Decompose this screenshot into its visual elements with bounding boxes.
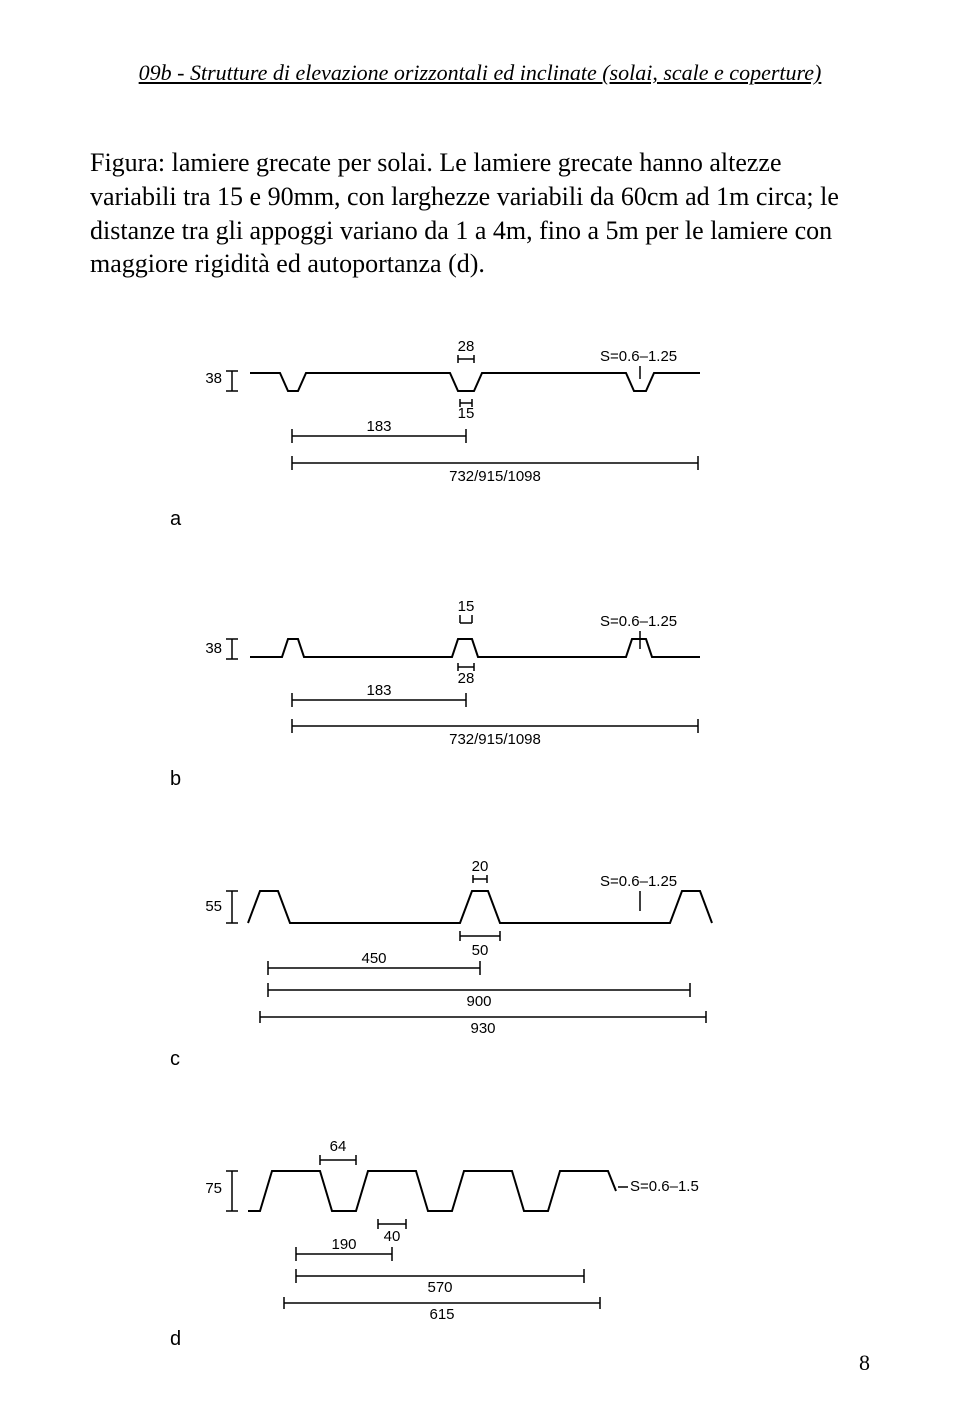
page-number: 8 [859, 1350, 870, 1376]
svg-text:64: 64 [330, 1141, 347, 1155]
profile-a-svg: 28 S=0.6–1.25 38 15 183 [160, 341, 800, 506]
body-paragraph: Figura: lamiere grecate per solai. Le la… [90, 146, 870, 281]
page-header: 09b - Strutture di elevazione orizzontal… [90, 60, 870, 86]
svg-text:55: 55 [205, 898, 222, 915]
svg-text:15: 15 [458, 601, 475, 615]
profile-a: 28 S=0.6–1.25 38 15 183 [160, 341, 800, 531]
svg-text:15: 15 [458, 405, 475, 422]
profile-b-label: b [170, 768, 181, 791]
svg-text:732/915/1098: 732/915/1098 [449, 468, 541, 485]
profile-a-label: a [170, 508, 181, 531]
profile-d: 64 S=0.6–1.5 75 40 190 [160, 1141, 800, 1351]
diagram-container: 28 S=0.6–1.25 38 15 183 [160, 341, 800, 1351]
svg-text:28: 28 [458, 341, 475, 355]
svg-text:20: 20 [472, 861, 489, 875]
svg-text:615: 615 [429, 1306, 454, 1323]
svg-text:900: 900 [466, 993, 491, 1010]
svg-text:190: 190 [331, 1236, 356, 1253]
profile-d-svg: 64 S=0.6–1.5 75 40 190 [160, 1141, 800, 1331]
svg-text:S=0.6–1.25: S=0.6–1.25 [600, 873, 677, 890]
svg-text:38: 38 [205, 370, 222, 387]
profile-c-svg: 20 S=0.6–1.25 55 50 450 [160, 861, 800, 1046]
svg-text:S=0.6–1.25: S=0.6–1.25 [600, 348, 677, 365]
svg-text:183: 183 [366, 682, 391, 699]
svg-text:570: 570 [427, 1279, 452, 1296]
profile-b: 15 S=0.6–1.25 38 28 183 [160, 601, 800, 791]
svg-text:40: 40 [384, 1228, 401, 1245]
svg-text:75: 75 [205, 1180, 222, 1197]
profile-d-label: d [170, 1328, 181, 1351]
profile-c-label: c [170, 1048, 180, 1071]
svg-text:S=0.6–1.5: S=0.6–1.5 [630, 1178, 699, 1195]
svg-text:50: 50 [472, 942, 489, 959]
svg-text:S=0.6–1.25: S=0.6–1.25 [600, 613, 677, 630]
profile-c: 20 S=0.6–1.25 55 50 450 [160, 861, 800, 1071]
svg-text:450: 450 [361, 950, 386, 967]
profile-b-svg: 15 S=0.6–1.25 38 28 183 [160, 601, 800, 766]
svg-text:732/915/1098: 732/915/1098 [449, 731, 541, 748]
svg-text:183: 183 [366, 418, 391, 435]
svg-text:28: 28 [458, 670, 475, 687]
svg-text:38: 38 [205, 640, 222, 657]
svg-text:930: 930 [470, 1020, 495, 1037]
